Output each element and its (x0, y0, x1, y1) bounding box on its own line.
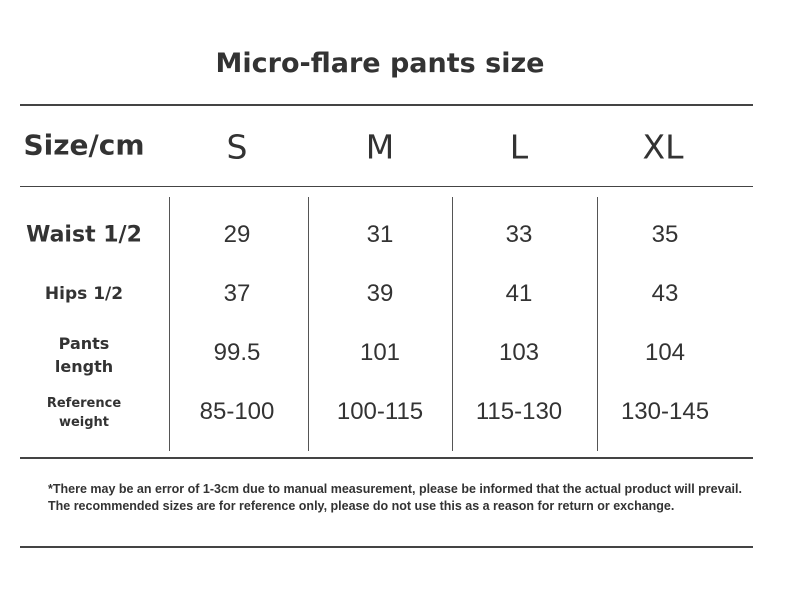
value-cell: 99.5 (213, 339, 261, 366)
label-line: Pants (58, 334, 110, 353)
value-cell: 33 (505, 221, 533, 248)
row-label-pants-length: Pants length (55, 332, 113, 378)
value-cell: 39 (366, 280, 394, 307)
value-cell: 43 (651, 280, 679, 307)
value-cell: 100-115 (336, 398, 424, 425)
value-cell: 85-100 (199, 398, 275, 425)
divider-note (20, 546, 753, 548)
header-size-s: S (226, 127, 248, 167)
value-cell: 35 (651, 221, 679, 248)
divider-top (20, 104, 753, 106)
value-cell: 41 (505, 280, 533, 307)
row-label-hips: Hips 1/2 (44, 284, 124, 304)
value-cell: 130-145 (620, 398, 710, 425)
header-label: Size/cm (23, 128, 145, 162)
column-divider (452, 197, 453, 451)
value-cell: 115-130 (475, 398, 563, 425)
value-cell: 101 (359, 339, 401, 366)
label-line: weight (58, 415, 110, 430)
column-divider (169, 197, 170, 451)
header-size-xl: XL (642, 127, 684, 167)
value-cell: 31 (366, 221, 394, 248)
header-size-m: M (365, 127, 395, 167)
label-line: length (54, 357, 114, 376)
row-label-waist: Waist 1/2 (26, 222, 142, 248)
column-divider (308, 197, 309, 451)
label-line: Reference (46, 396, 122, 411)
chart-title: Micro-flare pants size (215, 48, 545, 79)
value-cell: 29 (223, 221, 251, 248)
disclaimer-note: *There may be an error of 1-3cm due to m… (48, 482, 742, 513)
divider-bottom (20, 457, 753, 459)
value-cell: 104 (644, 339, 686, 366)
header-size-l: L (509, 127, 529, 167)
divider-header (20, 186, 753, 187)
value-cell: 37 (223, 280, 251, 307)
value-cell: 103 (498, 339, 540, 366)
row-label-reference-weight: Reference weight (47, 394, 121, 432)
column-divider (597, 197, 598, 451)
